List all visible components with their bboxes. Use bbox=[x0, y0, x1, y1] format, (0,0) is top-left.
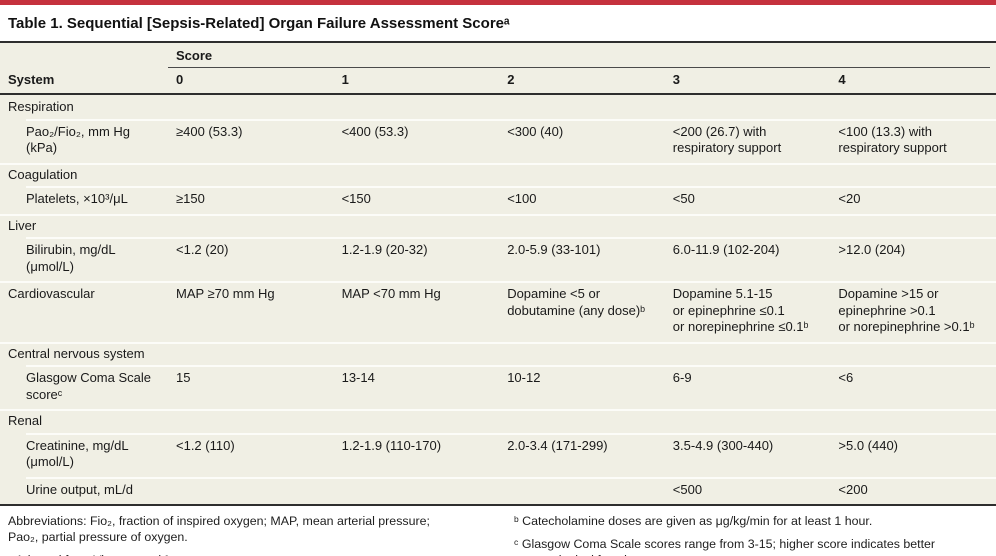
score-0-cell: MAP ≥70 mm Hg bbox=[176, 286, 275, 301]
footnote-left-0: Abbreviations: Fio₂, fraction of inspire… bbox=[8, 514, 430, 544]
header-rule bbox=[0, 93, 996, 95]
score-3-cell: <500 bbox=[672, 481, 703, 497]
section-label: Respiration bbox=[8, 99, 74, 114]
row-label: Cardiovascular bbox=[8, 286, 95, 301]
score-3-cell: 6.0-11.9 (102-204) bbox=[672, 242, 780, 257]
score-2-cell: <100 bbox=[507, 191, 537, 206]
score-4-cell: >5.0 (440) bbox=[838, 437, 899, 453]
footnote-right-0: ᵇ Catecholamine doses are given as μg/kg… bbox=[514, 514, 873, 528]
score-4-cell: Dopamine >15 or epinephrine >0.1 or nore… bbox=[838, 286, 975, 334]
row-label: Bilirubin, mg/dL (μmol/L) bbox=[26, 242, 116, 274]
spanner-spacer bbox=[0, 47, 168, 68]
score-spanner-row: Score bbox=[0, 43, 996, 68]
table-row: Bilirubin, mg/dL (μmol/L) <1.2 (20) 1.2-1.… bbox=[0, 237, 996, 281]
score-3-cell: Dopamine 5.1-15 or epinephrine ≤0.1 or n… bbox=[672, 286, 809, 334]
column-header-row: System 0 1 2 3 4 bbox=[0, 68, 996, 94]
section-row: Liver bbox=[0, 213, 996, 238]
section-label: Renal bbox=[8, 413, 42, 428]
score-2-cell: Dopamine <5 or dobutamine (any dose)ᵇ bbox=[507, 286, 646, 318]
table-row: Creatinine, mg/dL (μmol/L) <1.2 (110) 1.2-… bbox=[0, 432, 996, 477]
score-3-cell: 6-9 bbox=[672, 370, 692, 385]
score-0-cell: <1.2 (20) bbox=[176, 242, 229, 257]
row-label: Glasgow Coma Scale scoreᶜ bbox=[26, 370, 151, 402]
score-1-cell: MAP <70 mm Hg bbox=[341, 286, 441, 301]
row-label: Creatinine, mg/dL (μmol/L) bbox=[26, 437, 129, 470]
footnotes: Abbreviations: Fio₂, fraction of inspire… bbox=[0, 506, 996, 556]
score-1-cell: <150 bbox=[341, 191, 371, 206]
section-row: Coagulation bbox=[0, 162, 996, 187]
score-column-header-1: 1 bbox=[341, 71, 349, 87]
score-0-cell: <1.2 (110) bbox=[176, 437, 235, 453]
table-header: Score System 0 1 2 3 4 bbox=[0, 43, 996, 93]
top-accent-bar bbox=[0, 0, 996, 5]
section-row: Renal bbox=[0, 409, 996, 433]
score-4-cell: >12.0 (204) bbox=[838, 242, 906, 257]
table-row: Glasgow Coma Scale scoreᶜ 15 13-14 10-12 6-9… bbox=[0, 365, 996, 409]
score-column-header-2: 2 bbox=[507, 71, 515, 87]
score-1-cell bbox=[334, 477, 500, 505]
row-label: Platelets, ×10³/μL bbox=[26, 191, 128, 206]
body-end-rule bbox=[0, 504, 996, 506]
score-3-cell: <50 bbox=[672, 191, 695, 206]
score-column-header-0: 0 bbox=[176, 71, 184, 87]
score-1-cell: 13-14 bbox=[341, 370, 375, 385]
table-row: Platelets, ×10³/μL ≥150 <150 <100 <50 <20 bbox=[0, 186, 996, 214]
section-label: Liver bbox=[8, 217, 37, 233]
score-0-cell: ≥400 (53.3) bbox=[176, 123, 243, 139]
title-rule bbox=[0, 41, 996, 43]
table-row: Cardiovascular MAP ≥70 mm Hg MAP <70 mm Hg… bbox=[0, 281, 996, 342]
score-2-cell bbox=[499, 477, 665, 505]
table-row: Pao₂/Fio₂, mm Hg (kPa) ≥400 (53.3) <400 (5… bbox=[0, 118, 996, 163]
score-4-cell: <20 bbox=[838, 191, 861, 206]
section-row: Central nervous system bbox=[0, 341, 996, 366]
score-2-cell: 2.0-5.9 (33-101) bbox=[507, 242, 601, 257]
score-4-cell: <100 (13.3) with respiratory support bbox=[838, 123, 947, 156]
score-4-cell: <200 bbox=[838, 481, 868, 497]
row-label: Pao₂/Fio₂, mm Hg (kPa) bbox=[26, 123, 131, 156]
footnotes-left-column: Abbreviations: Fio₂, fraction of inspire… bbox=[8, 513, 500, 556]
score-4-cell: <6 bbox=[838, 370, 854, 385]
score-3-cell: 3.5-4.9 (300-440) bbox=[672, 437, 774, 453]
score-2-cell: 10-12 bbox=[507, 370, 541, 385]
score-0-cell: ≥150 bbox=[176, 191, 205, 206]
score-spanner-label: Score bbox=[168, 47, 990, 68]
footnote-left-1: ᵃ Adapted from Vincent et al.²⁷ bbox=[8, 552, 500, 556]
footnote-right-1: ᶜ Glasgow Coma Scale scores range from 3… bbox=[514, 537, 936, 556]
footnotes-right-column: ᵇ Catecholamine doses are given as μg/kg… bbox=[514, 513, 988, 556]
section-label: Central nervous system bbox=[8, 345, 145, 361]
score-1-cell: <400 (53.3) bbox=[341, 123, 409, 139]
row-label: Urine output, mL/d bbox=[26, 481, 133, 497]
score-column-header-4: 4 bbox=[838, 71, 846, 87]
table-row: Urine output, mL/d <500 <200 bbox=[0, 476, 996, 505]
section-label: Coagulation bbox=[8, 166, 78, 182]
score-2-cell: 2.0-3.4 (171-299) bbox=[507, 437, 608, 453]
score-3-cell: <200 (26.7) with respiratory support bbox=[672, 123, 782, 156]
score-0-cell bbox=[168, 477, 334, 505]
score-1-cell: 1.2-1.9 (20-32) bbox=[341, 242, 428, 257]
score-0-cell: 15 bbox=[176, 370, 191, 385]
section-row: Respiration bbox=[0, 95, 996, 119]
table-title: Table 1. Sequential [Sepsis-Related] Org… bbox=[8, 15, 510, 32]
score-2-cell: <300 (40) bbox=[507, 123, 564, 139]
score-column-header-3: 3 bbox=[672, 71, 681, 87]
score-1-cell: 1.2-1.9 (110-170) bbox=[341, 437, 442, 453]
table-body: Respiration Pao₂/Fio₂, mm Hg (kPa) ≥400 (5… bbox=[0, 95, 996, 504]
system-column-header: System bbox=[8, 71, 55, 87]
